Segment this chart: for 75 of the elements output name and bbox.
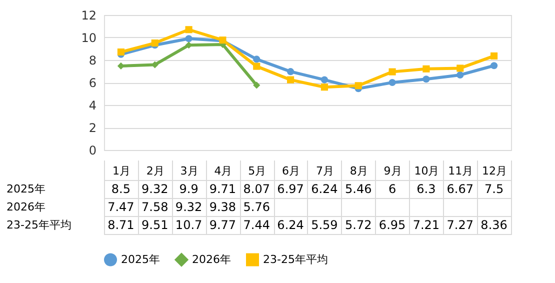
data-label: 7.21: [412, 218, 440, 232]
data-label: 5.72: [345, 218, 372, 232]
point: [253, 56, 260, 63]
point: [117, 48, 124, 56]
point: [253, 62, 260, 70]
point: [151, 39, 158, 47]
data-label: 9.32: [175, 200, 202, 214]
x-tick-label: 1月: [112, 164, 130, 178]
point: [185, 35, 192, 42]
y-tick-label: 2: [88, 121, 96, 135]
point: [253, 82, 260, 89]
data-label: 6.24: [277, 218, 304, 232]
text: 23-25年平均: [6, 218, 72, 232]
data-label: 7.58: [142, 200, 168, 214]
point: [287, 68, 294, 76]
data-label: 8.07: [243, 182, 270, 196]
point: [456, 71, 464, 78]
point: [388, 68, 396, 76]
x-tick-label: 11月: [448, 164, 474, 178]
data-label: 9.51: [142, 218, 168, 232]
point: [354, 82, 362, 90]
data-label: 5.46: [345, 182, 372, 196]
data-label: 6: [388, 182, 396, 196]
x-tick-label: 12月: [482, 164, 508, 178]
y-tick-label: 8: [88, 54, 96, 68]
x-tick-label: 8月: [350, 164, 368, 178]
text: 2026年: [6, 200, 46, 214]
data-label: 9.71: [209, 182, 236, 196]
data-label: 8.5: [111, 182, 131, 196]
data-label: 6.67: [446, 182, 474, 196]
point: [490, 52, 498, 60]
data-label: 6.24: [311, 182, 338, 196]
legend-label: 23-25年平均: [263, 252, 328, 266]
legend-label: 2025年: [121, 252, 160, 266]
data-label: 9.38: [209, 200, 236, 214]
x-tick-label: 10月: [414, 164, 440, 178]
point: [490, 62, 498, 70]
data-label: 7.47: [108, 200, 134, 214]
data-label: 9.9: [179, 182, 198, 196]
point: [287, 76, 294, 84]
y-tick-label: 6: [88, 76, 96, 90]
point: [320, 84, 328, 91]
x-tick-label: 3月: [180, 164, 198, 178]
x-tick-label: 4月: [214, 164, 232, 178]
point: [422, 65, 430, 72]
data-label: 8.71: [108, 218, 134, 232]
data-label: 8.36: [480, 218, 508, 232]
data-label: 10.7: [175, 218, 202, 232]
data-label: 6.97: [277, 182, 304, 196]
data-label: 6.3: [416, 182, 436, 196]
y-tick-label: 10: [81, 31, 96, 45]
data-label: 7.5: [484, 182, 504, 196]
data-label: 7.44: [243, 218, 270, 232]
x-tick-label: 5月: [248, 164, 266, 178]
x-tick-label: 2月: [146, 164, 164, 178]
data-label: 9.77: [209, 218, 236, 232]
point: [117, 62, 124, 70]
x-tick-label: 6月: [282, 164, 300, 178]
point: [456, 64, 464, 72]
legend-label: 2026年: [192, 252, 231, 266]
point: [422, 76, 430, 83]
point: [185, 26, 192, 34]
point: [388, 78, 396, 86]
data-label: 5.76: [243, 200, 270, 214]
data-label: 9.32: [142, 182, 168, 196]
x-tick-label: 9月: [384, 164, 402, 178]
data-label: 5.59: [311, 218, 338, 232]
data-label: 6.95: [378, 218, 406, 232]
data-label: 7.27: [446, 218, 474, 232]
x-tick-label: 7月: [316, 164, 334, 178]
y-tick-label: 12: [81, 8, 96, 22]
y-tick-label: 4: [88, 98, 96, 112]
y-tick-label: 0: [88, 144, 96, 158]
point: [320, 76, 328, 84]
text: 2025年: [6, 182, 46, 196]
